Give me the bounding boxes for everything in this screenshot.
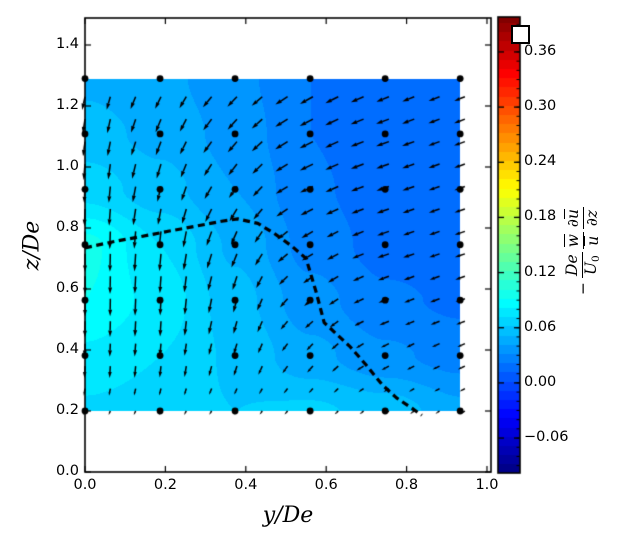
colorbar-marker-square: [511, 25, 530, 44]
x-axis-label: y/De: [262, 503, 314, 528]
y-axis-label: z/De: [19, 220, 45, 271]
colorbar-label-frac-dudz: ∂u ∂z: [564, 207, 601, 230]
colorbar-label: − De U0 w u ∂u ∂z: [561, 168, 605, 334]
colorbar-label-minus: −: [574, 281, 592, 295]
colorbar-label-frac-De-U0: De U0: [563, 252, 602, 278]
colorbar-label-frac-w-u: w u: [563, 232, 602, 250]
